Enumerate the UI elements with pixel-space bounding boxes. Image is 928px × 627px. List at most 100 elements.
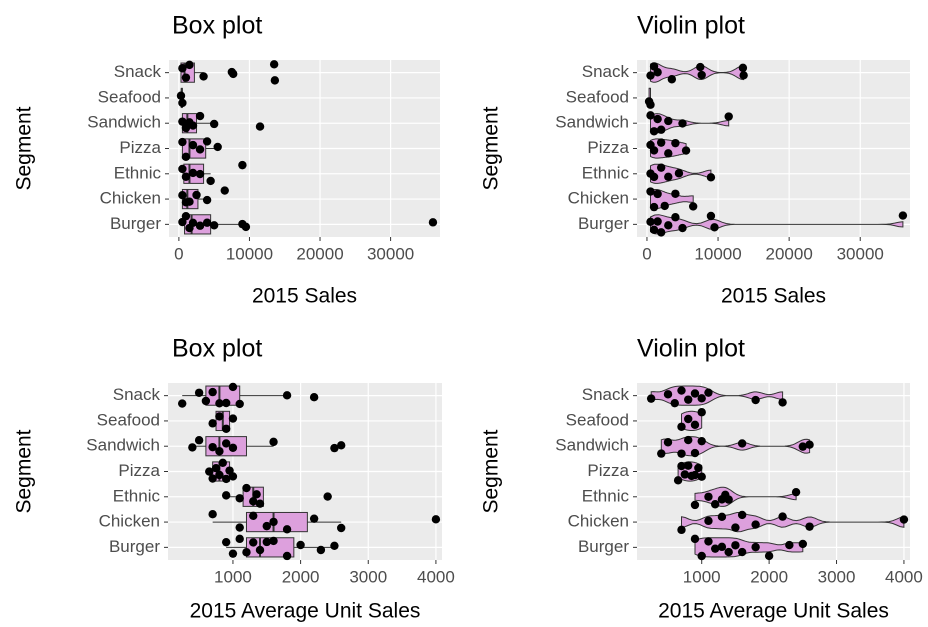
data-point — [178, 117, 187, 126]
data-point — [673, 476, 683, 485]
data-point — [697, 436, 706, 446]
data-point — [185, 197, 194, 206]
y-tick-label: Sandwich — [86, 436, 160, 455]
data-point — [690, 534, 700, 544]
x-tick-label: 0 — [642, 244, 651, 263]
data-point — [296, 540, 305, 550]
data-point — [181, 172, 191, 181]
data-point — [188, 443, 197, 452]
data-point — [282, 391, 292, 400]
data-point — [202, 195, 212, 205]
data-point — [252, 490, 261, 499]
data-point — [731, 523, 740, 532]
y-tick-label: Ethnic — [582, 163, 630, 182]
data-point — [656, 163, 666, 172]
data-point — [656, 138, 666, 147]
data-point — [653, 68, 662, 77]
data-point — [778, 398, 787, 407]
data-point — [706, 173, 716, 182]
data-point — [228, 549, 238, 558]
data-point — [208, 509, 217, 519]
data-point — [649, 127, 659, 136]
y-tick-label: Snack — [113, 385, 161, 404]
chart-title: Violin plot — [637, 335, 745, 363]
data-point — [697, 394, 706, 403]
data-point — [717, 542, 727, 552]
data-point — [188, 140, 198, 150]
data-point — [898, 211, 908, 220]
y-tick-label: Pizza — [118, 461, 160, 480]
data-point — [674, 169, 684, 178]
data-point — [336, 523, 346, 533]
violin — [650, 62, 745, 83]
data-point — [202, 218, 212, 227]
data-point — [206, 176, 215, 186]
y-tick-label: Seafood — [98, 87, 161, 106]
x-tick-label: 3000 — [349, 567, 387, 586]
data-point — [208, 419, 217, 428]
y-tick-label: Ethnic — [114, 163, 162, 182]
data-point — [737, 547, 747, 557]
data-point — [205, 467, 214, 476]
data-point — [751, 542, 760, 552]
x-tick-label: 20000 — [296, 244, 343, 263]
data-point — [649, 172, 659, 182]
data-point — [704, 516, 713, 526]
data-point — [269, 60, 279, 69]
data-point — [235, 534, 244, 544]
data-point — [653, 217, 662, 226]
data-point — [785, 540, 794, 550]
data-point — [194, 388, 204, 397]
data-point — [690, 448, 700, 458]
x-axis-title: 2015 Average Unit Sales — [190, 600, 421, 623]
x-tick-label: 4000 — [417, 567, 455, 586]
data-point — [690, 470, 700, 480]
x-tick-label: 1000 — [214, 567, 252, 586]
data-point — [791, 487, 801, 497]
data-point — [209, 119, 219, 129]
chart-title: Box plot — [172, 12, 262, 40]
data-point — [899, 515, 909, 524]
data-point — [697, 551, 706, 561]
data-point — [694, 463, 703, 473]
data-point — [235, 523, 244, 532]
x-tick-label: 30000 — [837, 244, 884, 263]
data-point — [262, 537, 271, 547]
y-tick-label: Snack — [582, 385, 630, 404]
y-tick-label: Burger — [578, 214, 629, 233]
data-point — [220, 186, 229, 195]
data-point — [336, 441, 346, 450]
y-tick-label: Pizza — [587, 138, 629, 157]
data-point — [739, 71, 748, 80]
y-tick-label: Snack — [114, 62, 162, 81]
data-point — [238, 160, 247, 170]
data-point — [330, 541, 339, 551]
data-point — [677, 422, 686, 431]
data-point — [221, 424, 231, 433]
data-point — [199, 72, 208, 81]
x-tick-label: 3000 — [818, 567, 856, 586]
x-tick-label: 2000 — [282, 567, 320, 586]
y-tick-label: Sandwich — [555, 113, 629, 132]
data-point — [656, 125, 666, 134]
data-point — [202, 137, 212, 146]
x-tick-label: 30000 — [367, 244, 414, 263]
data-point — [195, 111, 205, 121]
data-point — [249, 497, 258, 506]
y-axis-title: Segment — [13, 106, 36, 190]
y-tick-label: Sandwich — [555, 436, 629, 455]
y-tick-label: Snack — [582, 62, 630, 81]
data-point — [704, 492, 713, 501]
data-point — [646, 71, 655, 80]
data-point — [215, 399, 224, 408]
data-point — [211, 464, 221, 473]
data-point — [221, 474, 231, 484]
data-point — [677, 386, 686, 395]
data-point — [646, 394, 656, 403]
x-tick-label: 4000 — [885, 567, 923, 586]
data-point — [235, 399, 244, 409]
x-tick-label: 20000 — [766, 244, 813, 263]
x-tick-label: 10000 — [226, 244, 273, 263]
data-point — [242, 548, 251, 557]
y-tick-label: Ethnic — [582, 486, 630, 505]
